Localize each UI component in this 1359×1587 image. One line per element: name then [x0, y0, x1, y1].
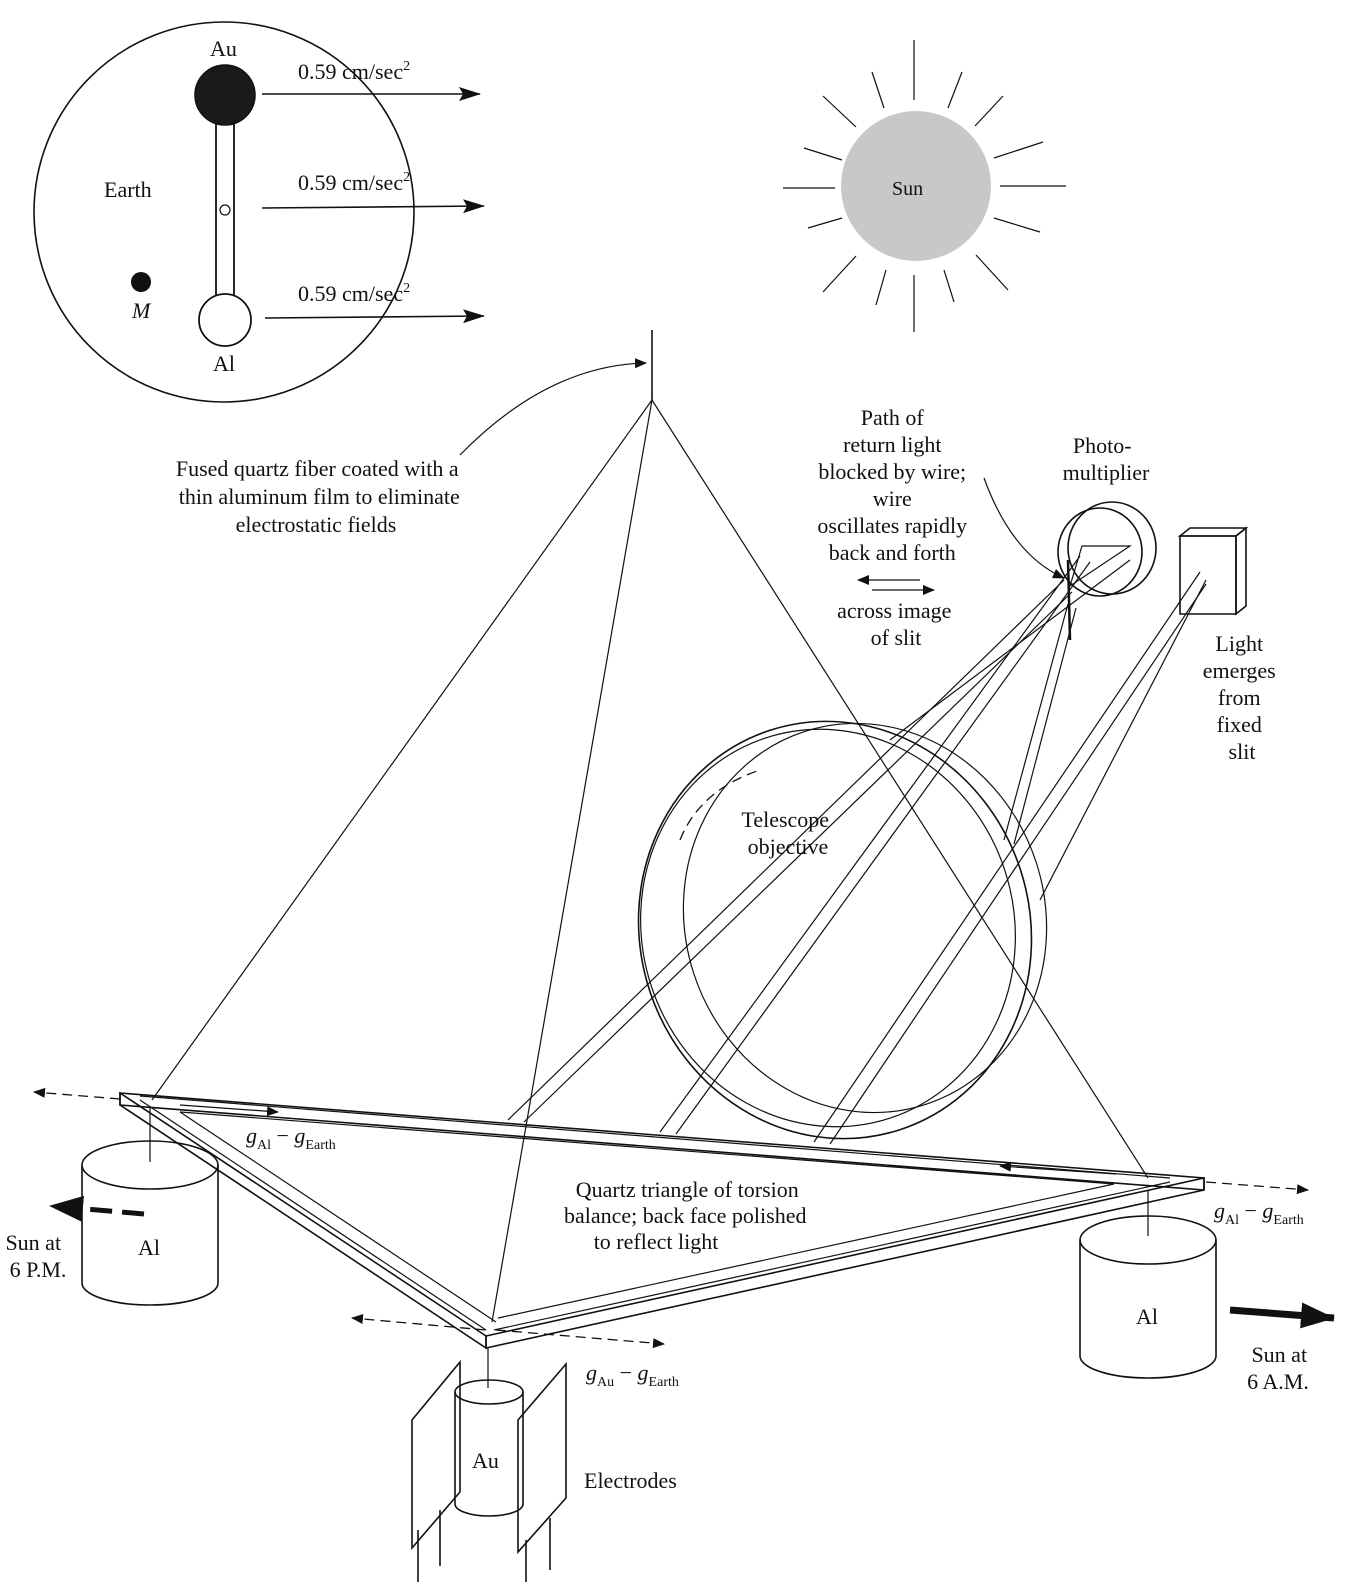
aluminum-label: Al — [213, 351, 235, 376]
suspension-line-right — [651, 399, 1149, 1179]
beam-upper-a — [889, 559, 1131, 741]
mass-left-al — [81, 1108, 219, 1306]
lens-back — [682, 722, 1048, 1114]
sun-figure: Sun — [783, 40, 1066, 332]
sun-am-arrow — [1229, 1302, 1335, 1329]
force-label-left: gAl − gEarth — [246, 1123, 336, 1153]
beam-mid-b — [675, 561, 1091, 1135]
slit-label: Light emerges from fixed slit — [1203, 631, 1281, 764]
sun-rays — [783, 40, 1066, 332]
gold-label: Au — [210, 36, 237, 61]
suspension — [151, 330, 1149, 1323]
triangle-edge-inner-top — [179, 1111, 1115, 1185]
earth-label: Earth — [104, 177, 152, 202]
electrode-left — [411, 1359, 461, 1582]
mass-right-label: Al — [1136, 1304, 1158, 1329]
light-beams — [507, 555, 1207, 1145]
return-path-pointer — [983, 477, 1065, 579]
triangle-edge-top — [139, 1095, 1171, 1179]
electrodes-label: Electrodes — [584, 1468, 677, 1493]
electrode-right — [517, 1361, 567, 1582]
beam-return-a — [1003, 603, 1069, 841]
photomultiplier-label: Photo- multiplier — [1063, 433, 1150, 485]
beam-right-b — [829, 583, 1207, 1145]
mass-front-label: Au — [472, 1448, 499, 1473]
sun-label: Sun — [892, 178, 923, 200]
beam-left-a — [507, 579, 1065, 1121]
lens-rim-outer — [637, 720, 1033, 1140]
lens-inner-dash — [679, 769, 761, 841]
suspension-line-front — [491, 399, 653, 1323]
telescope-label: Telescope objective — [741, 807, 834, 859]
earth-circle — [33, 21, 415, 403]
sun-pm-label: Sun at 6 P.M. — [5, 1230, 66, 1282]
accel-arrow-bottom — [264, 309, 485, 324]
accel-arrow-middle — [261, 199, 485, 214]
accel-label-top: 0.59 cm/sec2 — [298, 59, 410, 84]
photomultiplier-disk-front — [1057, 507, 1143, 597]
fixed-slit-block — [1177, 526, 1249, 616]
beam-return-b — [1013, 607, 1077, 845]
fiber-caption: Fused quartz fiber coated with a thin al… — [176, 456, 465, 537]
accel-label-middle: 0.59 cm/sec2 — [298, 170, 410, 195]
oscillating-wire — [1066, 559, 1072, 641]
beam-left-b — [523, 591, 1073, 1123]
sun-disk — [841, 111, 991, 261]
beam-mid-a — [659, 555, 1081, 1133]
earth-inset: Earth M Au Al 0.59 cm/sec2 0.59 cm/sec2 … — [33, 21, 485, 403]
sun-pm-arrow — [49, 1195, 145, 1222]
beam-right-a — [813, 571, 1201, 1143]
dumbbell-rod — [215, 111, 235, 301]
mass-m-label: M — [131, 298, 152, 323]
photomultiplier-window — [1068, 545, 1132, 588]
lens-rim-inner — [640, 728, 1016, 1128]
fiber-pointer — [459, 358, 647, 456]
photomultiplier — [1057, 501, 1157, 641]
triangle-caption: Quartz triangle of torsion balance; back… — [564, 1177, 812, 1254]
torsion-force-arrows — [33, 1087, 1309, 1349]
triangle-edge-inner-right — [497, 1183, 1115, 1319]
force-label-front: gAu − gEarth — [586, 1360, 679, 1390]
gold-sphere — [194, 64, 256, 126]
sun-am-label: Sun at 6 A.M. — [1247, 1342, 1312, 1394]
triangle-edge-right — [493, 1181, 1171, 1331]
mass-right-al — [1079, 1190, 1217, 1379]
mass-front-au — [454, 1348, 524, 1517]
triangle-edge-inner-left — [179, 1111, 497, 1323]
force-label-right: gAl − gEarth — [1214, 1198, 1304, 1228]
aluminum-sphere — [198, 293, 252, 347]
return-path-caption: Path of return light blocked by wire; wi… — [817, 405, 972, 650]
dumbbell-pivot — [219, 204, 231, 216]
mass-m-dot — [131, 272, 151, 292]
telescope-objective — [637, 720, 1048, 1140]
accel-label-bottom: 0.59 cm/sec2 — [298, 281, 410, 306]
beam-upper-b — [1039, 579, 1207, 901]
quartz-triangle — [119, 1091, 1205, 1350]
triangle-outer-right — [485, 1177, 1205, 1349]
mass-left-label: Al — [138, 1235, 160, 1260]
oscillation-arrows — [857, 575, 935, 595]
suspension-line-left — [151, 399, 653, 1101]
triangle-edge-left — [139, 1099, 487, 1331]
